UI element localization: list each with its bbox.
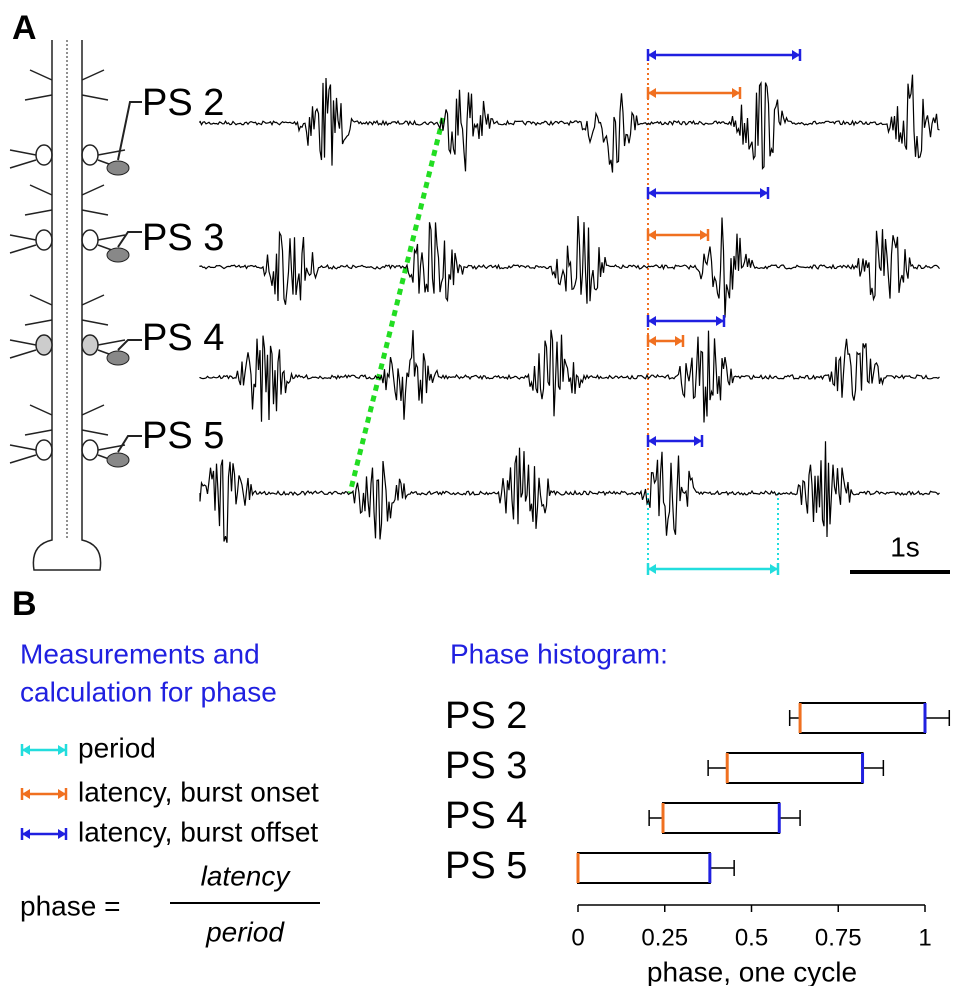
onset-arrow: [648, 336, 683, 346]
trace: [199, 329, 940, 423]
category-label: PS 5: [445, 845, 527, 887]
x-axis-label: phase, one cycle: [647, 956, 857, 986]
legend-text: period: [78, 732, 156, 763]
trace-label: PS 4: [142, 317, 224, 359]
legend-text: latency, burst offset: [78, 816, 318, 847]
trace: [199, 441, 940, 543]
formula: phase =: [20, 890, 120, 921]
trace-label: PS 5: [142, 415, 224, 457]
chart-title: Phase histogram:: [450, 638, 668, 669]
legend-title: calculation for phase: [20, 676, 277, 707]
x-tick-label: 0.25: [641, 924, 688, 951]
offset-arrow: [648, 316, 724, 326]
trace: [199, 215, 940, 318]
phase-box: [577, 852, 711, 884]
phase-box: [662, 802, 781, 834]
formula: period: [205, 916, 285, 947]
x-tick-label: 0.75: [815, 924, 862, 951]
phase-box: [799, 702, 927, 734]
trace-label: PS 2: [142, 82, 224, 124]
trace-label: PS 3: [142, 217, 224, 259]
legend-title: Measurements and: [20, 638, 260, 669]
formula: latency: [201, 860, 292, 891]
spinal-cord-diagram: [9, 40, 126, 571]
category-label: PS 3: [445, 745, 527, 787]
x-tick-label: 0: [571, 924, 584, 951]
legend-text: latency, burst onset: [78, 776, 319, 807]
panel-label: A: [12, 9, 37, 47]
x-tick-label: 0.5: [735, 924, 768, 951]
category-label: PS 4: [445, 795, 527, 837]
phase-box: [726, 752, 864, 784]
category-label: PS 2: [445, 695, 527, 737]
phase-lag-line: [347, 117, 446, 494]
scale-bar-label: 1s: [890, 531, 920, 562]
panel-label: B: [12, 585, 37, 623]
trace: [199, 74, 940, 173]
electrodes: [106, 101, 142, 468]
x-tick-label: 1: [918, 924, 931, 951]
